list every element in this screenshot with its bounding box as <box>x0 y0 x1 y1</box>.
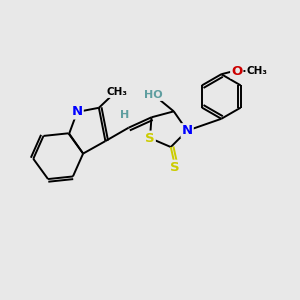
Text: H: H <box>120 110 129 120</box>
Text: CH₃: CH₃ <box>246 66 267 76</box>
Text: CH₃: CH₃ <box>107 87 128 97</box>
Text: HO: HO <box>144 90 162 100</box>
Text: S: S <box>170 161 180 174</box>
Text: N: N <box>182 124 193 137</box>
Text: O: O <box>231 65 242 78</box>
Text: S: S <box>145 132 155 145</box>
Text: N: N <box>72 106 83 118</box>
